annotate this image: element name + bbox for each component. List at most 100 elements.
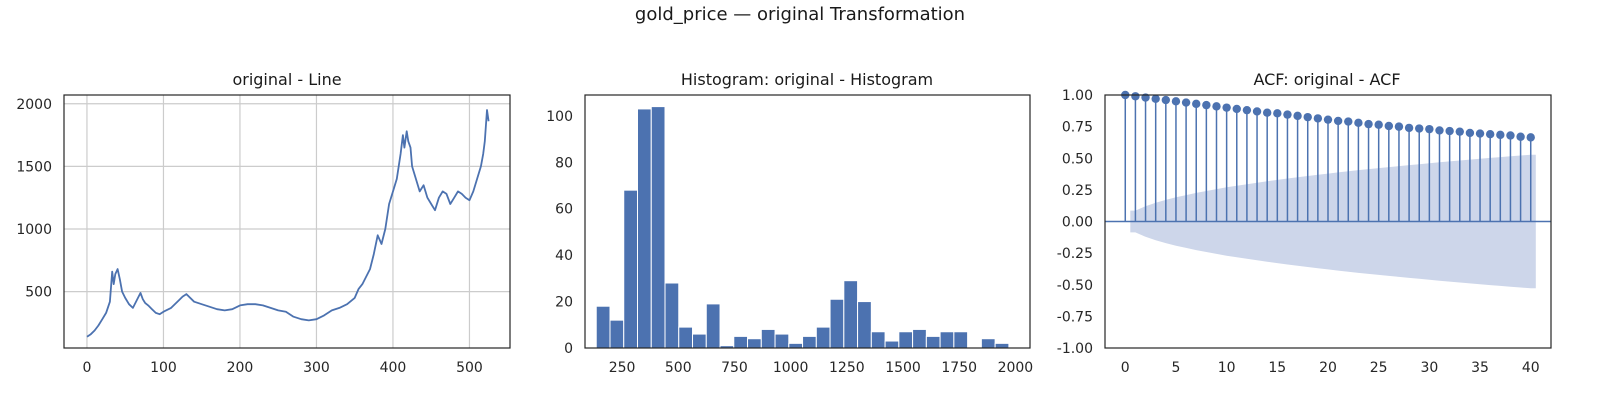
x-tick-label: 750 bbox=[721, 360, 748, 376]
panel-title-histogram: Histogram: original - Histogram bbox=[681, 70, 933, 89]
histogram-bar bbox=[939, 331, 955, 349]
histogram-bar bbox=[829, 298, 845, 349]
acf-marker bbox=[1445, 126, 1454, 136]
y-tick-label: 0.25 bbox=[1062, 183, 1093, 199]
y-tick-label: 100 bbox=[546, 109, 573, 125]
acf-marker bbox=[1161, 95, 1171, 105]
line-x-ticks: 0 100 200 300 400 500 bbox=[82, 360, 482, 376]
histogram-bar bbox=[912, 328, 927, 349]
y-tick-label: 20 bbox=[555, 295, 573, 311]
histogram-bar bbox=[705, 303, 721, 349]
acf-marker bbox=[1516, 132, 1525, 141]
acf-marker bbox=[1344, 117, 1353, 126]
x-tick-label: 5 bbox=[1171, 360, 1180, 376]
x-tick-label: 500 bbox=[456, 360, 483, 376]
x-tick-label: 250 bbox=[609, 360, 636, 376]
panel-title-line: original - Line bbox=[232, 70, 341, 89]
acf-marker bbox=[1333, 116, 1343, 126]
x-tick-label: 10 bbox=[1218, 360, 1236, 376]
acf-marker bbox=[1415, 124, 1424, 133]
line-plot bbox=[86, 109, 490, 338]
x-tick-label: 0 bbox=[1121, 360, 1130, 376]
histogram-bar bbox=[664, 282, 680, 349]
acf-marker bbox=[1313, 114, 1323, 123]
x-tick-label: 100 bbox=[150, 360, 177, 376]
histogram-bar bbox=[650, 106, 666, 349]
histogram-bar bbox=[925, 335, 941, 349]
y-tick-label: 60 bbox=[555, 202, 573, 218]
histogram-y-ticks: 0 20 40 60 80 100 bbox=[546, 109, 573, 357]
panel-acf: ACF: original - ACF 0 5 10 15 20 25 30 35 40 1.0… bbox=[1057, 70, 1552, 376]
line-grid bbox=[64, 95, 510, 348]
acf-marker bbox=[1202, 100, 1211, 110]
histogram-bar bbox=[609, 319, 625, 349]
x-tick-label: 400 bbox=[380, 360, 407, 376]
acf-marker bbox=[1374, 120, 1383, 129]
acf-x-ticks: 0 5 10 15 20 25 30 35 40 bbox=[1121, 360, 1540, 376]
histogram-bar bbox=[733, 335, 749, 349]
histogram-bar bbox=[884, 340, 900, 349]
x-tick-label: 25 bbox=[1370, 360, 1388, 376]
histogram-bar bbox=[678, 326, 694, 349]
x-tick-label: 40 bbox=[1522, 360, 1540, 376]
y-tick-label: 2000 bbox=[16, 97, 52, 113]
panel-title-acf: ACF: original - ACF bbox=[1253, 70, 1400, 89]
acf-marker bbox=[1496, 130, 1505, 140]
acf-marker bbox=[1364, 119, 1373, 129]
histogram-bar bbox=[843, 280, 859, 349]
acf-y-ticks: 1.00 0.75 0.50 0.25 0.00 -0.25 -0.50 -0.75 -1.00 bbox=[1057, 88, 1093, 357]
y-tick-label: 1000 bbox=[16, 222, 52, 238]
x-tick-label: 15 bbox=[1268, 360, 1286, 376]
acf-marker bbox=[1151, 94, 1160, 103]
acf-marker bbox=[1465, 128, 1475, 138]
histogram-bar bbox=[802, 335, 817, 349]
x-tick-label: 30 bbox=[1420, 360, 1438, 376]
acf-marker bbox=[1475, 129, 1485, 138]
x-tick-label: 500 bbox=[665, 360, 692, 376]
acf-marker bbox=[1506, 131, 1515, 140]
histogram-bar bbox=[898, 331, 914, 349]
y-tick-label: 500 bbox=[25, 285, 52, 301]
y-tick-label: 0.75 bbox=[1062, 120, 1093, 136]
acf-marker bbox=[1354, 118, 1363, 128]
acf-marker bbox=[1262, 108, 1272, 117]
acf-marker bbox=[1242, 105, 1252, 115]
acf-marker bbox=[1394, 122, 1404, 131]
acf-marker bbox=[1171, 97, 1181, 106]
y-tick-label: -0.75 bbox=[1057, 309, 1093, 325]
histogram-bar bbox=[857, 301, 872, 349]
acf-marker bbox=[1252, 107, 1262, 116]
histogram-bar bbox=[815, 326, 831, 349]
y-tick-label: 0.00 bbox=[1062, 215, 1093, 231]
acf-marker bbox=[1384, 121, 1394, 131]
histogram-bar bbox=[747, 338, 762, 349]
x-tick-label: 2000 bbox=[998, 360, 1034, 376]
acf-marker bbox=[1435, 126, 1444, 135]
histogram-bar bbox=[623, 189, 639, 349]
histogram-bar bbox=[637, 108, 652, 349]
histogram-bar bbox=[692, 333, 707, 349]
acf-marker bbox=[1303, 112, 1312, 122]
acf-frame bbox=[1104, 94, 1552, 349]
x-tick-label: 300 bbox=[303, 360, 330, 376]
price-line bbox=[86, 109, 490, 338]
acf-marker bbox=[1192, 99, 1201, 109]
histogram-frame bbox=[584, 94, 1031, 349]
acf-marker bbox=[1425, 124, 1434, 134]
acf-marker bbox=[1131, 92, 1140, 101]
y-tick-label: 0.50 bbox=[1062, 151, 1093, 167]
x-tick-label: 1750 bbox=[941, 360, 977, 376]
y-tick-label: -0.50 bbox=[1057, 278, 1093, 294]
histogram-bar bbox=[760, 328, 776, 349]
line-y-ticks: 500 1000 1500 2000 bbox=[16, 97, 52, 301]
panel-line: original - Line 0 100 200 300 400 500 500 1000… bbox=[16, 70, 511, 376]
acf-marker bbox=[1404, 123, 1414, 133]
acf-marker bbox=[1273, 109, 1282, 118]
histogram-bar bbox=[953, 331, 969, 349]
y-tick-label: 1500 bbox=[16, 159, 52, 175]
x-tick-label: 1000 bbox=[773, 360, 809, 376]
acf-marker bbox=[1455, 127, 1464, 136]
acf-marker bbox=[1485, 130, 1495, 139]
x-tick-label: 0 bbox=[82, 360, 91, 376]
